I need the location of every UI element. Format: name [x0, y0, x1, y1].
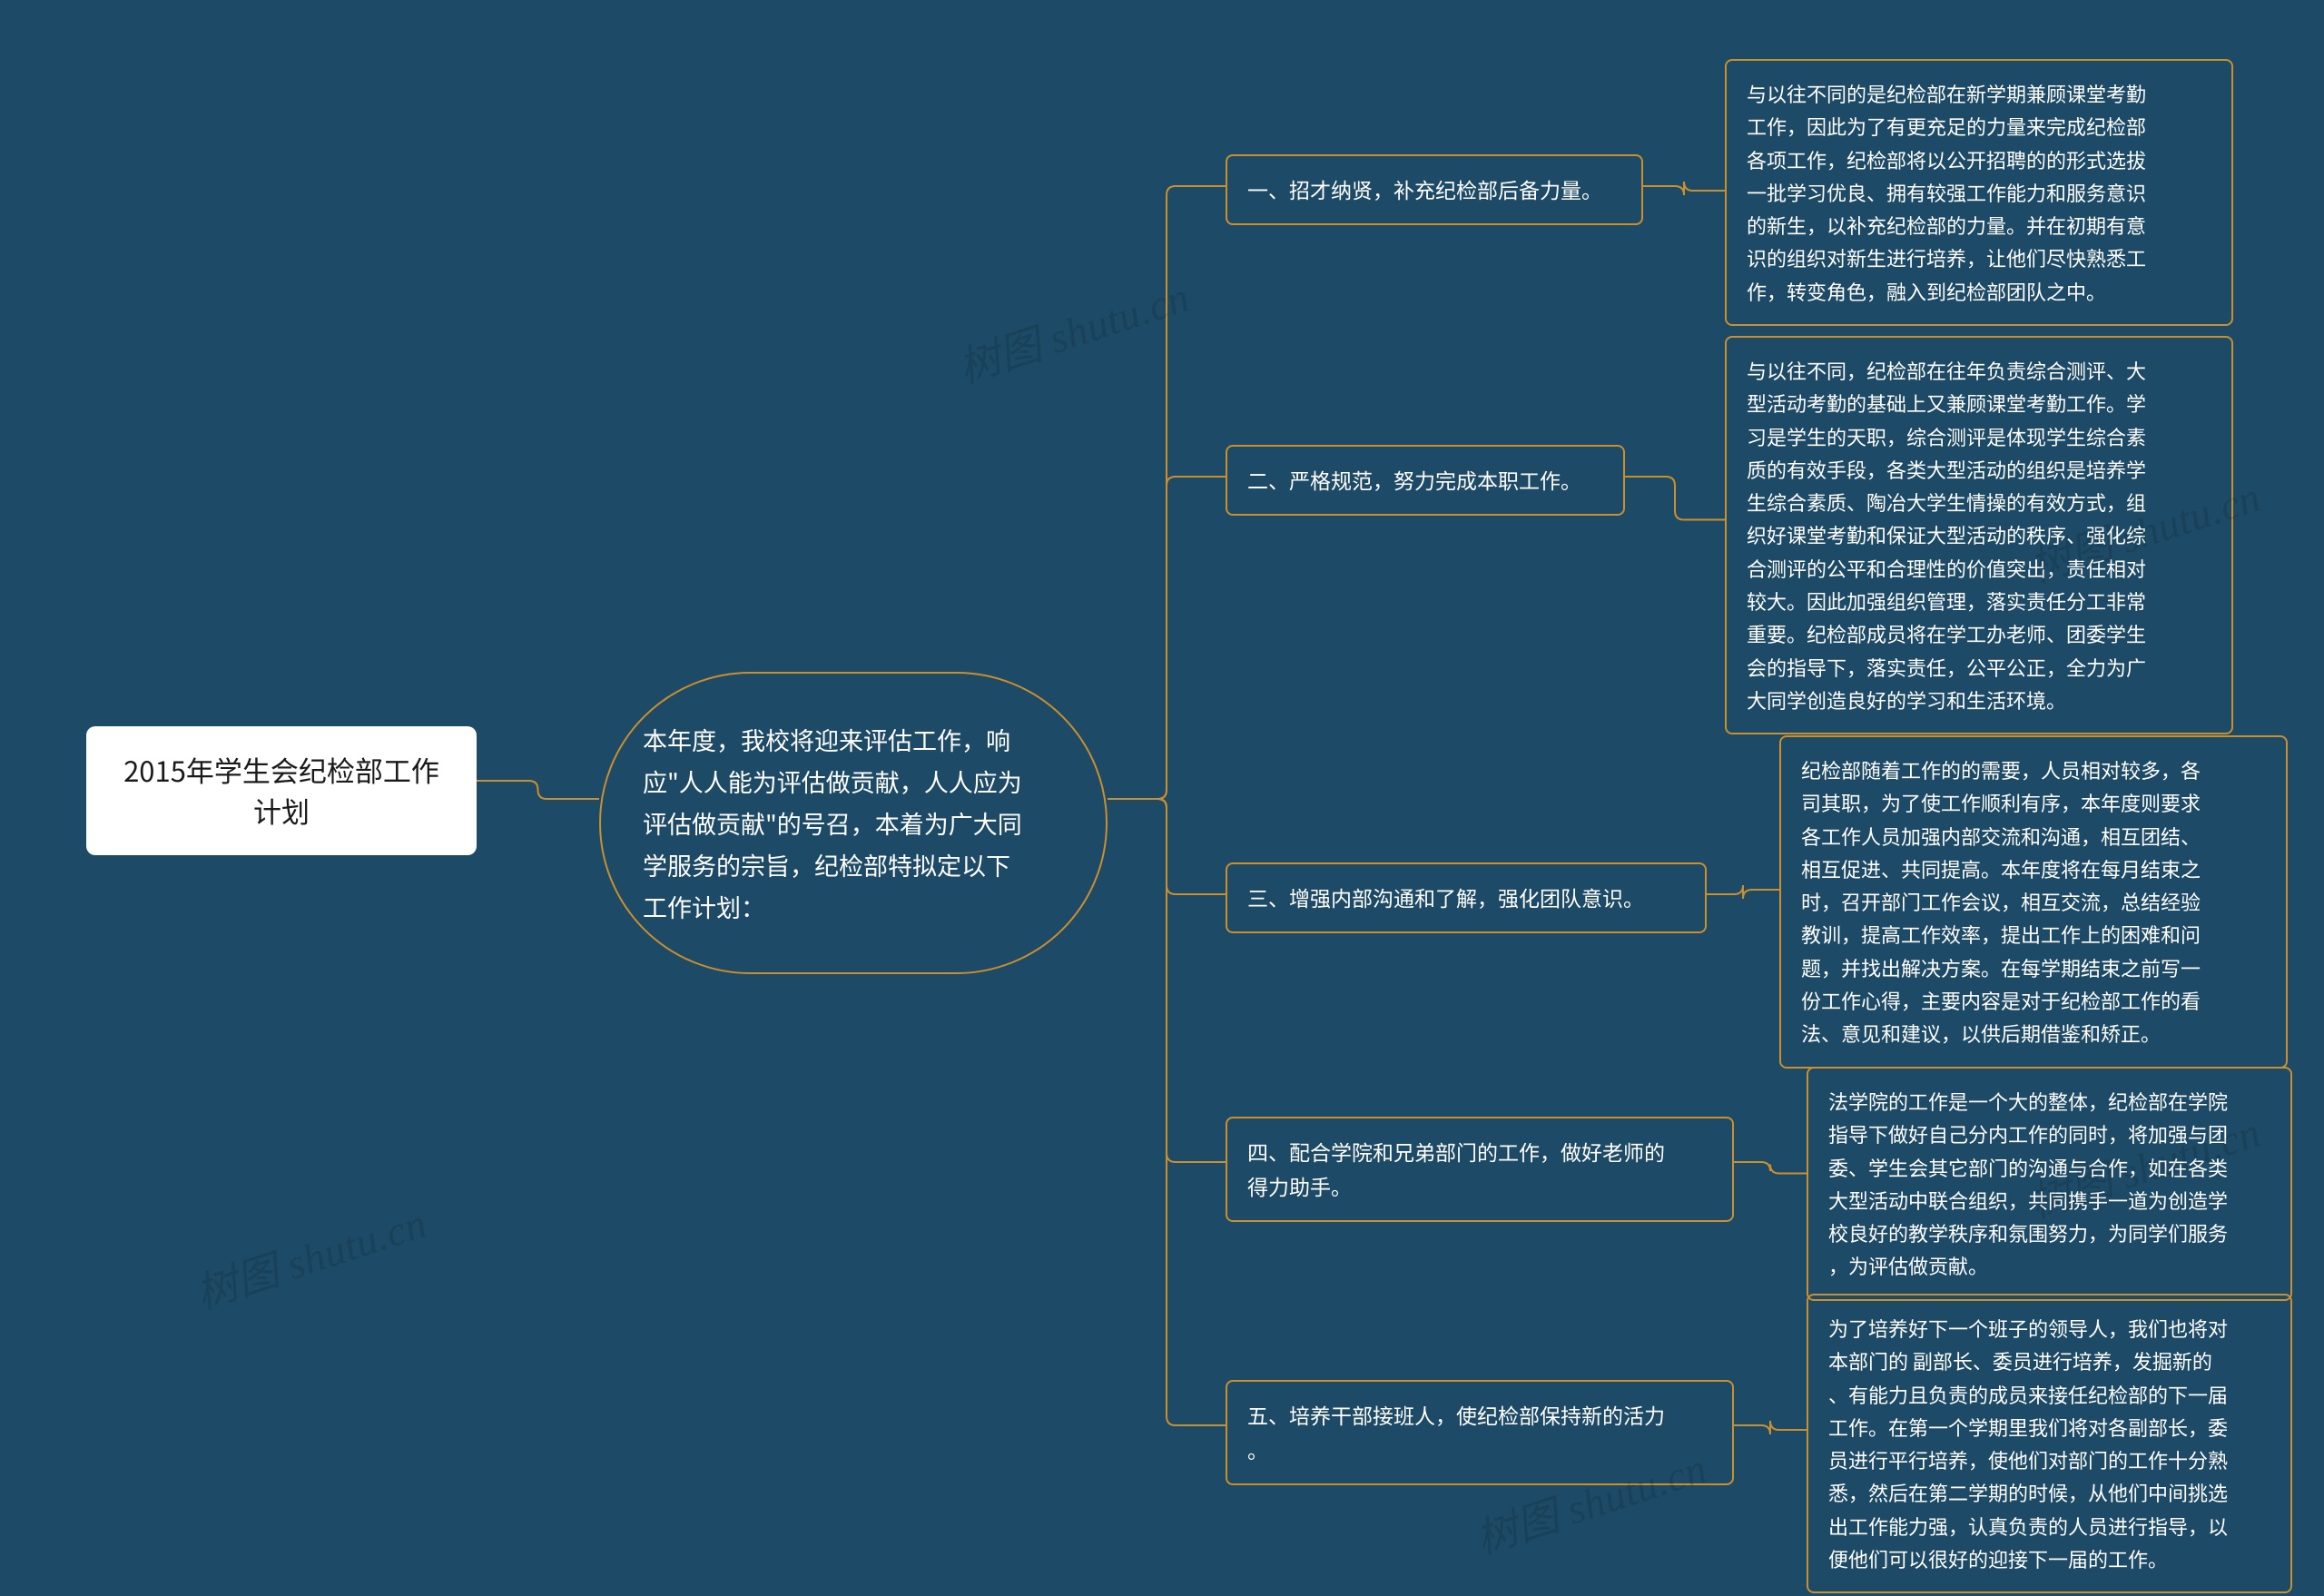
mindmap-intro: 本年度，我校将迎来评估工作，响 应"人人能为评估做贡献，人人应为 评估做贡献"的… — [599, 672, 1108, 974]
watermark: 树图 shutu.cn — [950, 264, 1196, 395]
watermark: 树图 shutu.cn — [187, 1190, 433, 1321]
mindmap-item-4: 四、配合学院和兄弟部门的工作，做好老师的 得力助手。 — [1226, 1117, 1734, 1222]
mindmap-detail-5: 为了培养好下一个班子的领导人，我们也将对 本部门的 副部长、委员进行培养，发掘新… — [1807, 1294, 2292, 1593]
mindmap-detail-2: 与以往不同，纪检部在往年负责综合测评、大 型活动考勤的基础上又兼顾课堂考勤工作。… — [1725, 336, 2233, 734]
mindmap-item-1: 一、招才纳贤，补充纪检部后备力量。 — [1226, 154, 1643, 225]
mindmap-detail-3: 纪检部随着工作的的需要，人员相对较多，各 司其职，为了使工作顺利有序，本年度则要… — [1779, 735, 2288, 1069]
mindmap-detail-4: 法学院的工作是一个大的整体，纪检部在学院 指导下做好自己分内工作的同时，将加强与… — [1807, 1067, 2292, 1301]
mindmap-detail-1: 与以往不同的是纪检部在新学期兼顾课堂考勤 工作，因此为了有更充足的力量来完成纪检… — [1725, 59, 2233, 326]
mindmap-item-2: 二、严格规范，努力完成本职工作。 — [1226, 445, 1625, 516]
mindmap-item-5: 五、培养干部接班人，使纪检部保持新的活力 。 — [1226, 1380, 1734, 1485]
mindmap-root: 2015年学生会纪检部工作 计划 — [86, 726, 477, 855]
mindmap-item-3: 三、增强内部沟通和了解，强化团队意识。 — [1226, 862, 1707, 933]
